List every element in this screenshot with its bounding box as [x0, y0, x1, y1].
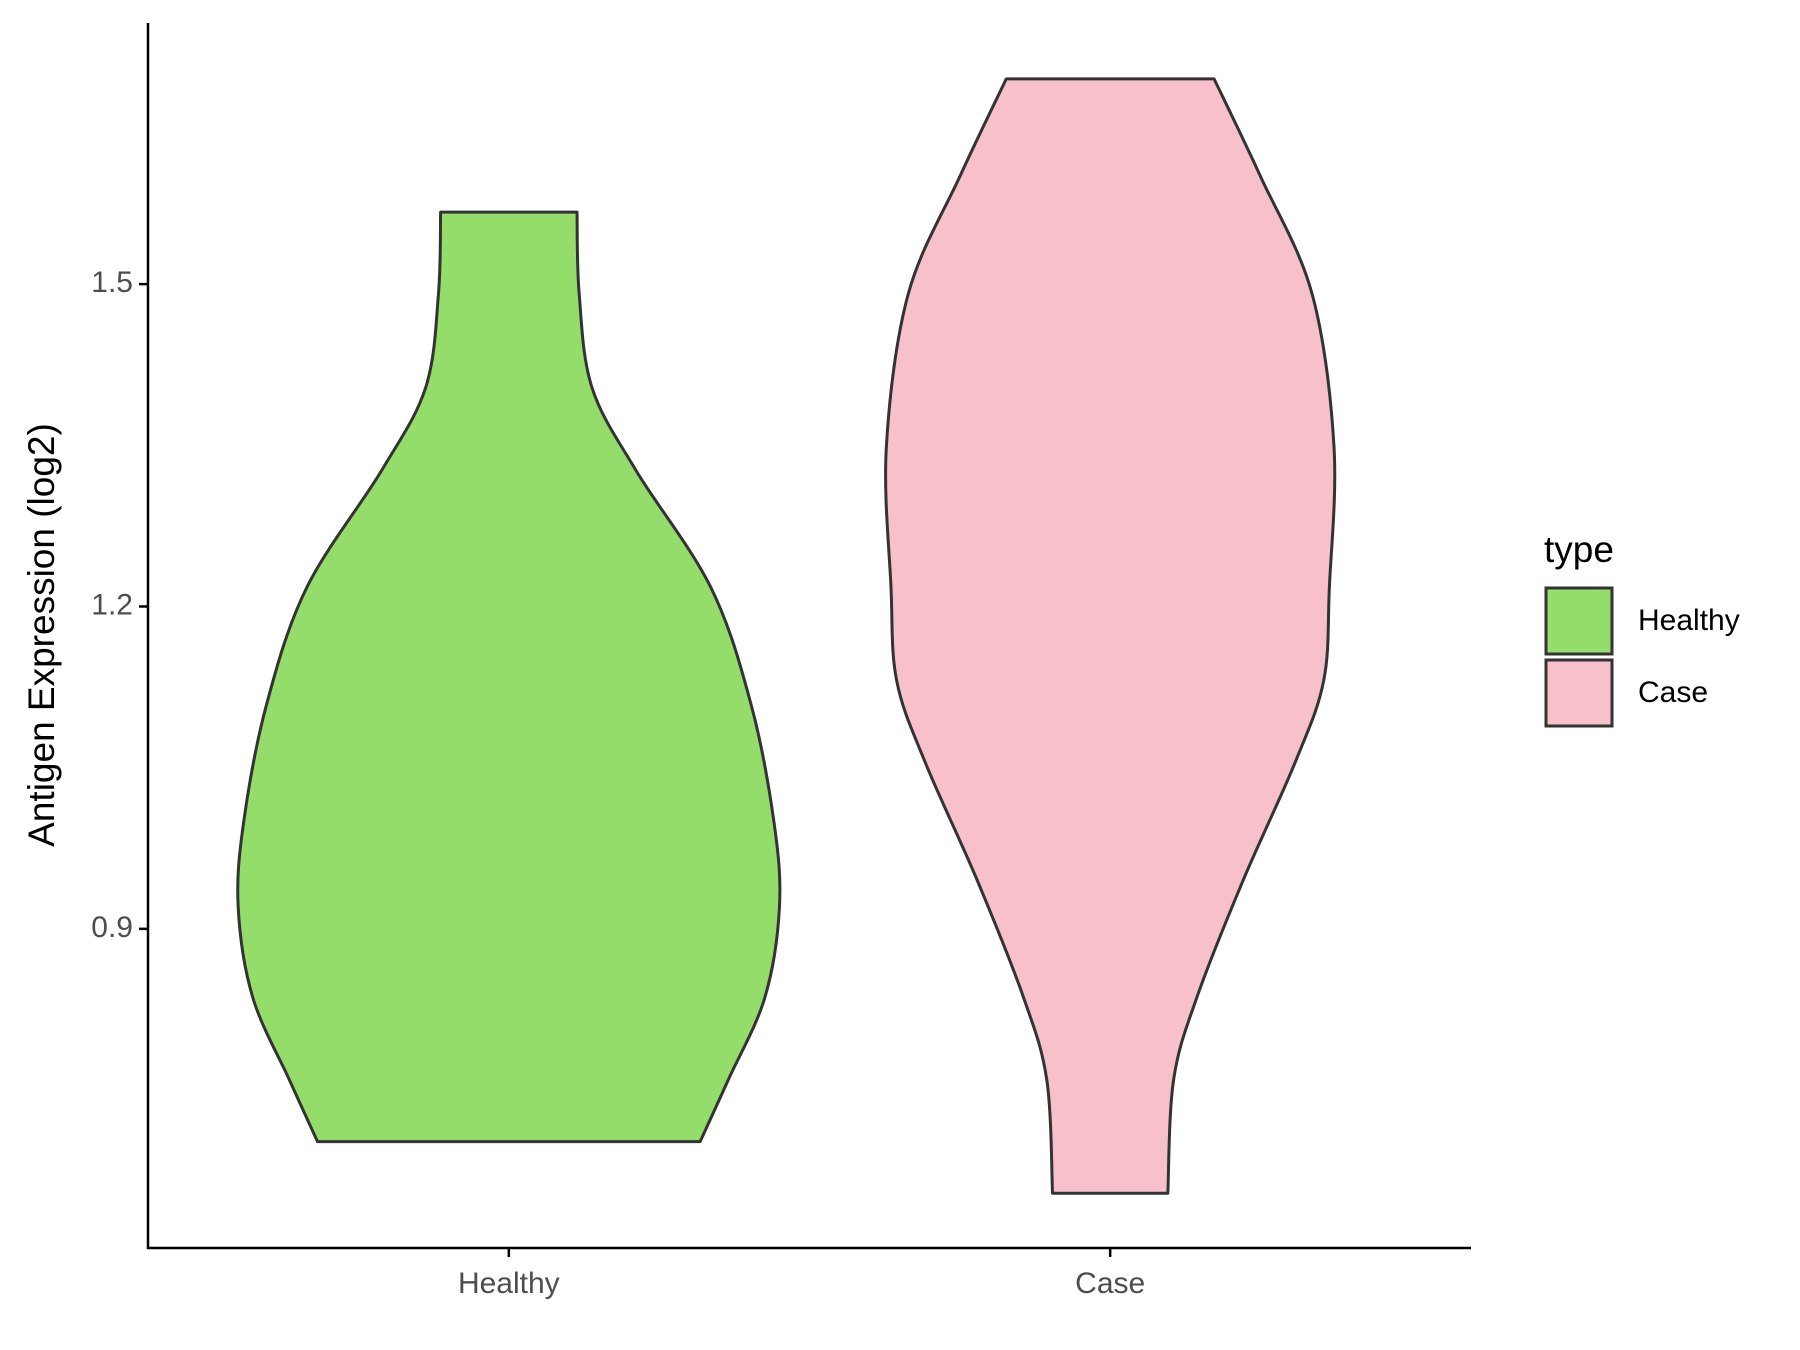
x-tick-label: Case: [1075, 1267, 1145, 1300]
violin: [236, 210, 782, 1144]
legend-key: [1544, 658, 1614, 728]
violin: [884, 77, 1337, 1195]
legend-title: type: [1544, 529, 1614, 570]
legend-label: Case: [1638, 676, 1708, 709]
y-tick-label: 1.5: [91, 266, 133, 299]
y-tick-label: 0.9: [91, 911, 133, 944]
legend-key: [1544, 586, 1614, 656]
y-tick-label: 1.2: [91, 588, 133, 621]
y-axis-title: Antigen Expression (log2): [21, 423, 62, 847]
legend-label: Healthy: [1638, 604, 1740, 637]
x-tick-label: Healthy: [458, 1267, 560, 1300]
